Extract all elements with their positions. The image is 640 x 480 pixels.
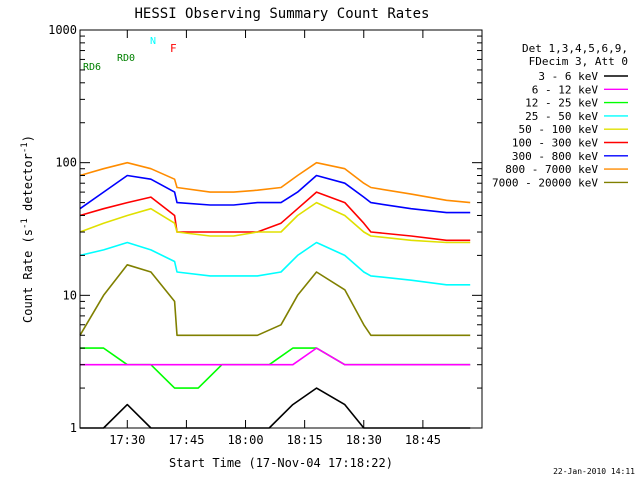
flag-label-night: N (150, 36, 156, 47)
legend-label-7: 800 - 7000 keV (505, 163, 598, 176)
series-line-4 (79, 241, 471, 286)
series-line-2 (79, 191, 471, 242)
x-tick-label-3: 18:15 (287, 433, 323, 447)
legend: Det 1,3,4,5,6,9,FDecim 3, Att 0 3 - 6 keV… (492, 42, 628, 189)
legend-header-1: FDecim 3, Att 0 (529, 55, 628, 68)
y-tick-label-0: 1 (70, 421, 77, 435)
y-label-sup1: -1 (20, 218, 30, 229)
legend-label-5: 100 - 300 keV (512, 137, 598, 150)
legend-label-0: 3 - 6 keV (538, 70, 598, 83)
series-line-5 (79, 264, 471, 337)
flag-label-flare: F (170, 42, 177, 55)
legend-label-2: 12 - 25 keV (525, 97, 598, 110)
flag-label-rd0: RD0 (117, 53, 135, 64)
x-axis-label: Start Time (17-Nov-04 17:18:22) (169, 456, 393, 470)
series-line-1 (79, 174, 471, 214)
x-tick-label-2: 18:00 (227, 433, 263, 447)
y-tick-label-3: 1000 (48, 23, 77, 37)
y-label-part3: ) (21, 135, 35, 142)
y-tick-label-1: 10 (63, 288, 77, 302)
x-tick-label-4: 18:30 (346, 433, 382, 447)
y-label-sup2: -1 (20, 142, 30, 153)
series-line-7 (80, 347, 471, 366)
y-tick-label-2: 100 (55, 156, 77, 170)
x-tick-label-5: 18:45 (405, 433, 441, 447)
legend-label-1: 6 - 12 keV (532, 83, 599, 96)
y-axis-label: Count Rate (s-1 detector-1) (20, 135, 35, 323)
x-tick-label-1: 17:45 (168, 433, 204, 447)
x-tick-label-0: 17:30 (109, 433, 145, 447)
flag-label-rd6: RD6 (83, 62, 101, 73)
legend-label-6: 300 - 800 keV (512, 150, 598, 163)
series-line-0 (79, 161, 471, 204)
y-label-part1: Count Rate (s (21, 229, 35, 323)
legend-label-4: 50 - 100 keV (519, 123, 599, 136)
legend-header-0: Det 1,3,4,5,6,9, (522, 42, 628, 55)
legend-label-8: 7000 - 20000 keV (492, 176, 598, 189)
y-label-part2: detector (21, 153, 35, 218)
series-line-3 (79, 201, 471, 244)
chart-title: HESSI Observing Summary Count Rates (134, 6, 429, 22)
legend-label-3: 25 - 50 keV (525, 110, 598, 123)
plot-frame (79, 29, 483, 429)
footer-timestamp: 22-Jan-2010 14:11 (553, 467, 635, 476)
